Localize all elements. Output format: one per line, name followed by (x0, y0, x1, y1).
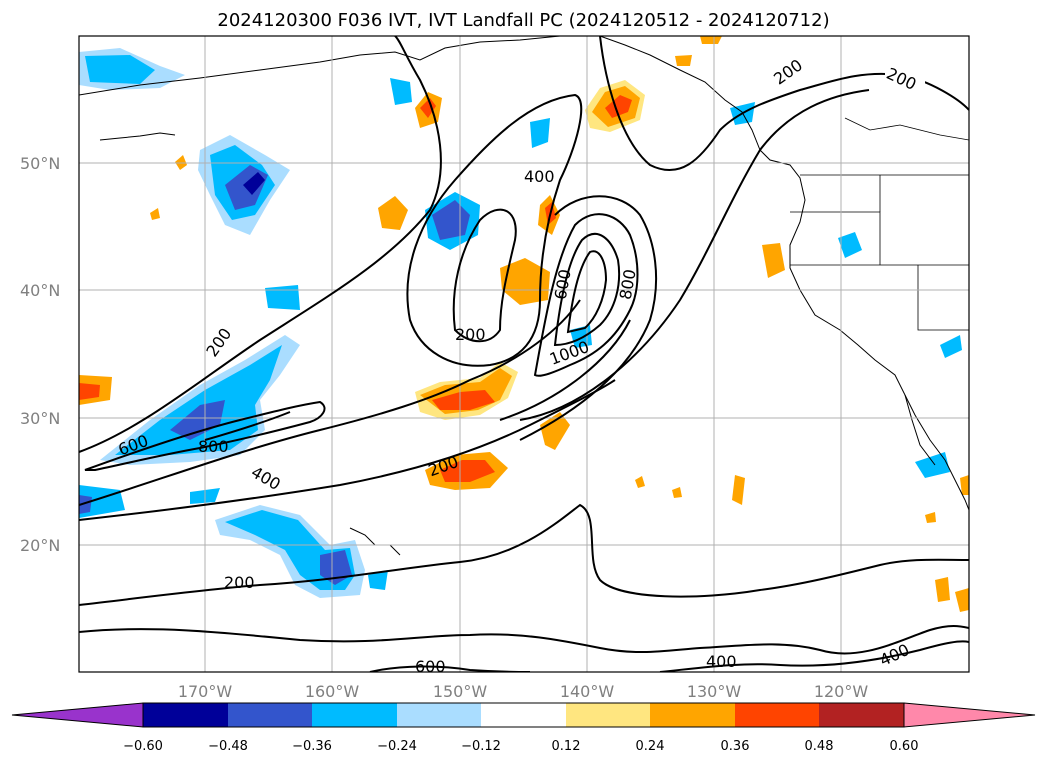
longitude-label: 140°W (560, 682, 615, 701)
map-border (78, 35, 970, 673)
latitude-label: 20°N (20, 536, 60, 555)
colorbar-tick-label: 0.36 (721, 739, 750, 754)
contour-label: 400 (524, 167, 555, 186)
colorbar-frame (142, 702, 905, 728)
colorbar-tick-label: −0.12 (461, 739, 501, 754)
longitude-label: 160°W (305, 682, 360, 701)
colorbar-tick-label: 0.48 (805, 739, 834, 754)
colorbar-bin (481, 703, 566, 727)
colorbar-bin (650, 703, 735, 727)
contour-label: 400 (706, 652, 737, 671)
contour-labels: 200 200 400 600 800 200 600 800 1000 200… (116, 55, 925, 676)
contour-label: 200 (455, 325, 486, 344)
latitude-labels: 50°N 40°N 30°N 20°N (20, 154, 60, 555)
colorbar-tick-label: −0.36 (292, 739, 332, 754)
contour-label: 600 (415, 657, 446, 676)
longitude-label: 120°W (814, 682, 869, 701)
colorbar-tick-label: 0.60 (890, 739, 919, 754)
latitude-label: 40°N (20, 281, 60, 300)
contour-label: 800 (198, 437, 229, 456)
colorbar-tick-label: −0.48 (208, 739, 248, 754)
colorbar-bin (397, 703, 481, 727)
colorbar-bin (228, 703, 312, 727)
ivt-contours (79, 36, 969, 672)
latitude-label: 30°N (20, 409, 60, 428)
graticule (79, 36, 969, 672)
longitude-labels: 170°W 160°W 150°W 140°W 130°W 120°W (178, 682, 869, 701)
colorbar-low-extend (11, 702, 144, 728)
contour-label: 200 (224, 573, 255, 592)
colorbar-bin (143, 703, 228, 727)
colorbar-bin (566, 703, 650, 727)
colorbar-tick-label: −0.60 (123, 739, 163, 754)
colorbar-tick-label: 0.24 (636, 739, 665, 754)
colorbar-tick-label: −0.24 (377, 739, 417, 754)
colorbar: −0.60 −0.48 −0.36 −0.24 −0.12 0.12 0.24 … (11, 702, 1036, 754)
colorbar-bin (735, 703, 819, 727)
longitude-label: 170°W (178, 682, 233, 701)
longitude-label: 130°W (687, 682, 742, 701)
latitude-label: 50°N (20, 154, 60, 173)
colorbar-bin (819, 703, 904, 727)
colorbar-tick-label: 0.12 (552, 739, 581, 754)
negative-pc-shading (79, 48, 962, 598)
colorbar-high-extend (903, 702, 1036, 728)
coastline (79, 36, 969, 556)
colorbar-bin (312, 703, 397, 727)
political-boundaries (790, 117, 969, 331)
map-title: 2024120300 F036 IVT, IVT Landfall PC (20… (217, 10, 830, 31)
longitude-label: 150°W (433, 682, 488, 701)
